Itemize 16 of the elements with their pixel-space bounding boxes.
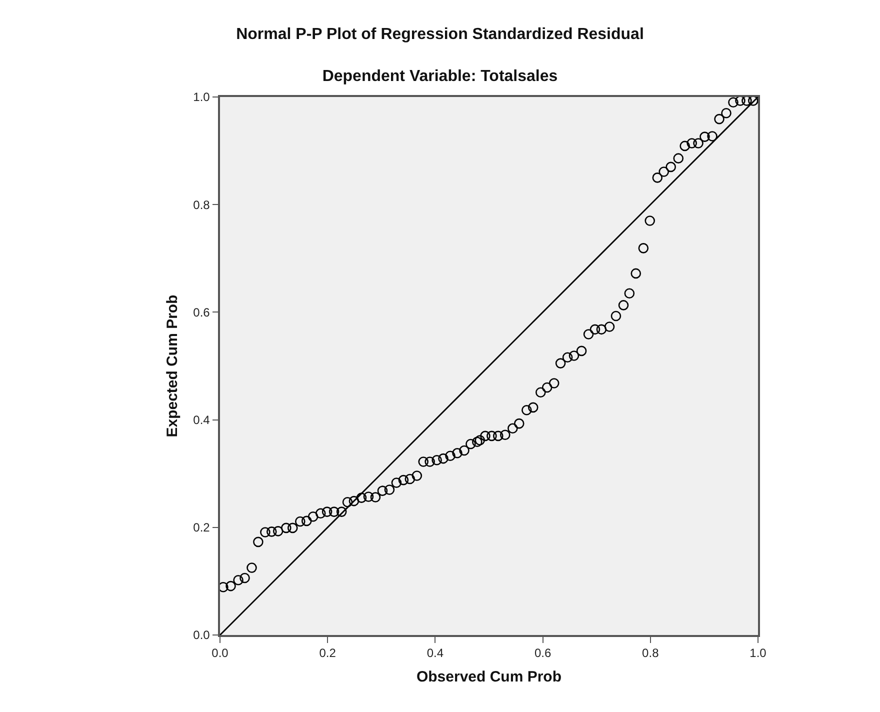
y-axis-title: Expected Cum Prob — [164, 294, 181, 438]
y-tick-label: 0.4 — [193, 413, 210, 427]
chart-title: Normal P-P Plot of Regression Standardized Residual — [236, 26, 644, 44]
x-tick-label: 0.0 — [212, 646, 229, 660]
x-axis-title: Observed Cum Prob — [416, 668, 562, 686]
x-tick-label: 0.6 — [534, 646, 552, 660]
chart-subtitle: Dependent Variable: Totalsales — [322, 68, 558, 85]
y-tick-label: 0.6 — [193, 305, 210, 320]
x-tick-label: 1.0 — [750, 646, 767, 660]
y-tick-label: 0.2 — [193, 520, 210, 535]
y-tick-label: 0.0 — [193, 628, 210, 642]
x-tick-label: 0.8 — [642, 646, 660, 660]
y-tick-label: 0.8 — [193, 198, 210, 212]
x-tick-label: 0.4 — [426, 646, 444, 660]
x-tick-label: 0.2 — [319, 646, 336, 660]
y-tick-label: 1.0 — [193, 90, 210, 104]
